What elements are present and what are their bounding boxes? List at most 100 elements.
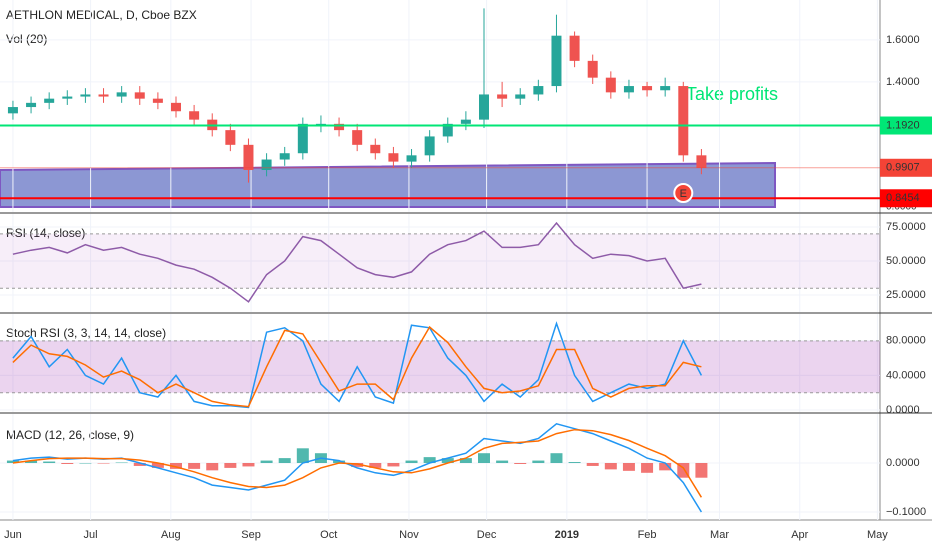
- histogram-bar: [695, 463, 708, 478]
- y-tick-label: 50.0000: [886, 255, 926, 267]
- x-tick-label: Feb: [638, 529, 657, 541]
- series-line: [12, 221, 702, 303]
- x-tick-label: Mar: [710, 529, 729, 541]
- histogram-bar: [478, 453, 490, 464]
- candle-body: [279, 153, 290, 160]
- histogram-bar: [351, 463, 364, 467]
- y-tick-label: 80.0000: [886, 335, 926, 347]
- candle-body: [406, 155, 417, 162]
- histogram-bar: [188, 463, 201, 469]
- x-tick-label: Jun: [4, 529, 22, 541]
- candle-body: [152, 98, 163, 103]
- candle-body: [442, 123, 453, 137]
- histogram-bar: [550, 453, 563, 464]
- histogram-bar: [405, 460, 418, 464]
- histogram-bar: [278, 458, 291, 464]
- histogram-bar: [496, 460, 509, 464]
- candle-body: [660, 86, 671, 91]
- candle-body: [479, 94, 489, 120]
- candle-body: [116, 92, 127, 97]
- histogram-bar: [61, 463, 74, 464]
- candle-body: [623, 86, 634, 93]
- level-label: 1.1920: [886, 119, 920, 131]
- series-line: [12, 325, 702, 408]
- y-tick-label: 25.0000: [886, 289, 926, 301]
- histogram-bar: [260, 460, 273, 464]
- histogram-bar: [97, 463, 110, 464]
- level-tag: [880, 116, 932, 135]
- histogram-bar: [6, 460, 19, 464]
- histogram-bar: [333, 460, 346, 464]
- candle-body: [334, 123, 345, 131]
- candle-body: [515, 94, 526, 99]
- histogram-bar: [25, 460, 38, 464]
- x-tick-label: Dec: [477, 529, 497, 541]
- candle-body: [243, 144, 254, 171]
- histogram-bar: [604, 463, 617, 470]
- candle-body: [424, 136, 435, 156]
- level-label: 0.9907: [886, 162, 920, 174]
- candle-body: [80, 94, 91, 97]
- histogram-bar: [659, 463, 672, 471]
- candle-body: [370, 144, 381, 154]
- candle-body: [297, 123, 308, 154]
- series-line: [12, 321, 703, 409]
- y-tick-label: 0.0000: [886, 404, 920, 416]
- candle-body: [189, 111, 200, 120]
- rsi-title: RSI (14, close): [6, 226, 85, 240]
- candle-body: [26, 102, 37, 108]
- x-tick-label: Sep: [241, 529, 261, 541]
- candle-body: [98, 94, 109, 97]
- drawn-range: [0, 161, 776, 208]
- stoch-title: Stoch RSI (3, 3, 14, 14, close): [6, 326, 166, 340]
- x-tick-label: Nov: [399, 529, 419, 541]
- candle-body: [44, 98, 55, 103]
- y-tick-label: −0.1000: [886, 506, 926, 518]
- x-tick-label: Jul: [84, 529, 98, 541]
- candle-body: [678, 86, 689, 156]
- histogram-bar: [532, 460, 545, 464]
- histogram-bar: [133, 463, 146, 466]
- candle-body: [642, 86, 653, 91]
- histogram-bar: [242, 463, 255, 467]
- event-marker-label: E: [680, 188, 687, 200]
- candle-body: [315, 123, 326, 125]
- x-tick-label: Apr: [791, 529, 808, 541]
- y-tick-label: 1.6000: [886, 34, 920, 46]
- x-tick-label: 2019: [555, 529, 579, 541]
- candle-body: [605, 77, 616, 93]
- candle-body: [261, 159, 272, 171]
- candle-body: [388, 153, 399, 162]
- candle-body: [171, 102, 181, 112]
- level-tag: [880, 189, 932, 208]
- histogram-bar: [115, 462, 128, 464]
- histogram-bar: [441, 458, 454, 464]
- x-tick-label: May: [867, 529, 888, 541]
- candle-body: [696, 155, 707, 168]
- x-tick-label: Oct: [320, 529, 337, 541]
- x-tick-label: Aug: [161, 529, 181, 541]
- histogram-bar: [641, 463, 654, 473]
- y-tick-label: 75.0000: [886, 221, 926, 233]
- candle-body: [134, 92, 145, 99]
- band: [0, 233, 880, 289]
- histogram-bar: [586, 463, 599, 466]
- candle-body: [460, 119, 471, 124]
- candle-body: [551, 35, 562, 87]
- y-tick-label: 40.0000: [886, 369, 926, 381]
- histogram-bar: [43, 461, 56, 464]
- histogram-bar: [170, 463, 182, 469]
- volume-title: Vol (20): [6, 32, 47, 46]
- histogram-bar: [387, 463, 400, 467]
- histogram-bar: [206, 463, 219, 471]
- candle-body: [569, 35, 580, 61]
- candle-body: [352, 130, 363, 145]
- series-line: [12, 428, 703, 498]
- candle-body: [587, 60, 598, 78]
- candle-body: [533, 86, 544, 95]
- annotation: Take profits: [686, 84, 778, 104]
- y-tick-label: 1.4000: [886, 76, 920, 88]
- histogram-bar: [514, 463, 527, 464]
